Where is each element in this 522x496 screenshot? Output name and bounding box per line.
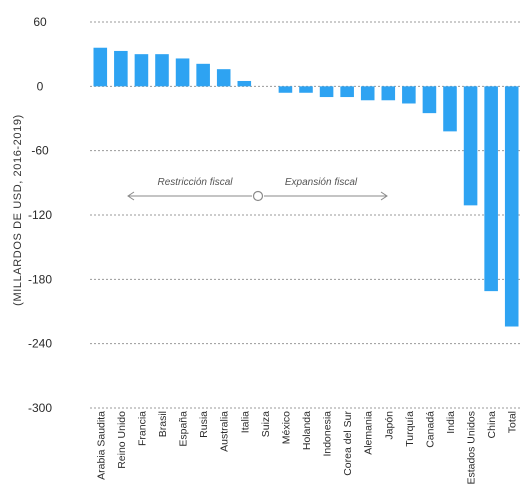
bar (114, 50, 128, 87)
y-tick-label: 0 (37, 79, 44, 93)
category-label: Holanda (301, 411, 313, 450)
bar (443, 86, 457, 132)
y-axis-label: (MILLARDOS DE USD, 2016-2019) (12, 114, 24, 306)
bar (93, 47, 108, 87)
category-label: Francia (136, 411, 148, 446)
category-label: Arabia Saudita (95, 411, 107, 480)
bar (196, 63, 210, 87)
bar (504, 86, 519, 327)
bar (237, 80, 252, 87)
category-label: Reino Unido (116, 411, 128, 469)
center-circle-icon (252, 190, 264, 202)
y-tick-label: -240 (28, 337, 52, 351)
category-label: España (178, 411, 190, 447)
bar (463, 86, 478, 206)
bar (422, 86, 437, 114)
right-arrow-head-icon (380, 191, 388, 201)
left-arrow-head-icon (127, 191, 135, 201)
category-label: México (280, 411, 292, 444)
y-tick-label: -180 (28, 272, 52, 286)
y-tick-label: -60 (31, 144, 49, 158)
category-label: Estados Unidos (466, 411, 478, 485)
category-label: Brasil (157, 411, 169, 437)
bar (402, 86, 416, 104)
bar (216, 69, 231, 87)
category-label: Alemania (363, 411, 375, 455)
y-tick-label: 60 (33, 15, 47, 29)
bar (134, 54, 149, 87)
bar (155, 54, 169, 87)
category-label: Italia (239, 411, 251, 433)
category-label: Canadá (424, 411, 436, 448)
category-label: China (486, 411, 498, 439)
bar (175, 58, 190, 87)
gridlines (90, 21, 522, 409)
category-labels: Arabia Saudita Reino Unido Francia Brasil Es… (95, 411, 518, 485)
category-label: Total (507, 411, 519, 433)
bar (319, 86, 334, 98)
category-label: Corea del Sur (342, 411, 354, 476)
category-label: Rusia (198, 411, 210, 438)
y-tick-label: -300 (28, 401, 52, 415)
bar (299, 86, 313, 93)
category-label: Japón (383, 411, 395, 440)
y-axis-tick-labels: 60 0 -60 -120 -180 -240 -300 (28, 15, 52, 415)
bar (360, 86, 375, 101)
category-label: Australia (219, 411, 231, 452)
annotation-expansion: Expansión fiscal (285, 177, 358, 188)
category-label: Turquía (404, 411, 416, 447)
bar (340, 86, 354, 98)
category-label: India (445, 411, 457, 434)
bar (381, 86, 396, 101)
bar (484, 86, 498, 292)
bars (93, 47, 519, 327)
bar (278, 86, 293, 93)
category-label: Suiza (260, 411, 272, 437)
annotation-restriccion: Restricción fiscal (157, 177, 233, 188)
y-tick-label: -120 (28, 208, 52, 222)
fiscal-annotation: Restricción fiscal Expansión fiscal (127, 177, 388, 202)
category-label: Indonesia (322, 411, 334, 457)
